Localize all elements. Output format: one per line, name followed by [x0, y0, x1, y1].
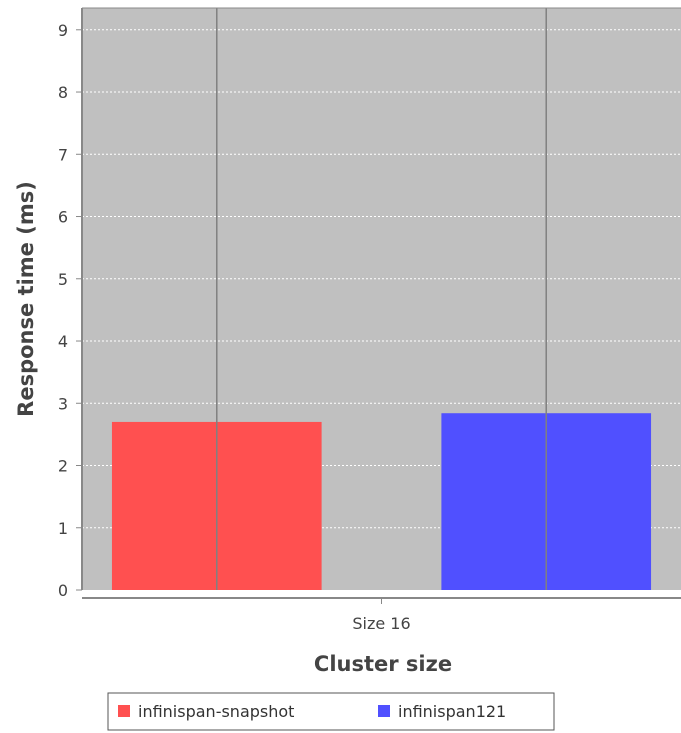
x-tick-label: Size 16 [352, 614, 410, 633]
category-markers [216, 8, 547, 590]
legend-box [107, 692, 555, 731]
legend-swatch-series-0 [118, 705, 130, 717]
y-tick-label: 0 [58, 581, 68, 600]
y-tick-label: 9 [58, 21, 68, 40]
y-tick-label: 5 [58, 270, 68, 289]
legend-swatch-series-1 [378, 705, 390, 717]
x-axis-title: Cluster size [314, 652, 452, 676]
y-tick-label: 2 [58, 457, 68, 476]
legend: infinispan-snapshot infinispan121 [107, 692, 555, 731]
x-axis-ticks: Size 16 [352, 598, 411, 633]
y-axis-ticks: 0 1 2 3 4 5 6 7 8 9 [58, 21, 82, 600]
y-tick-label: 6 [58, 208, 68, 227]
y-tick-label: 7 [58, 145, 68, 164]
y-tick-label: 8 [58, 83, 68, 102]
y-tick-label: 4 [58, 332, 68, 351]
y-tick-label: 1 [58, 519, 68, 538]
y-axis-title: Response time (ms) [14, 181, 38, 417]
legend-label-series-0: infinispan-snapshot [138, 702, 294, 721]
y-tick-label: 3 [58, 394, 68, 413]
legend-label-series-1: infinispan121 [398, 702, 506, 721]
